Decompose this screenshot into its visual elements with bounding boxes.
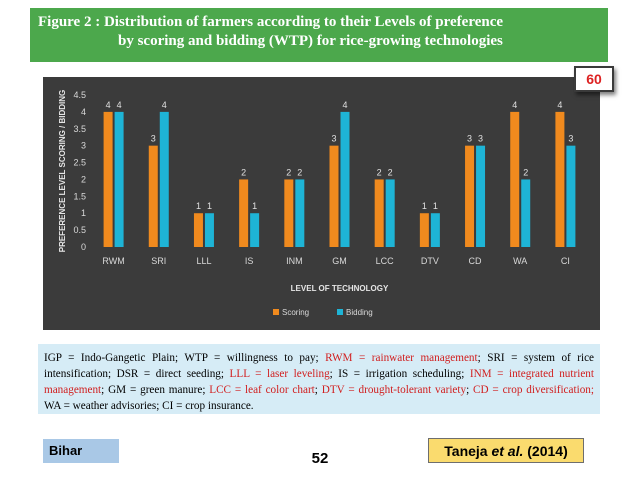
figure-title: Figure 2 : Distribution of farmers accor… [30, 8, 608, 62]
bar-scoring [419, 213, 429, 247]
y-tick-label: 4 [81, 107, 86, 117]
note-segment: RWM = rainwater management [325, 352, 478, 364]
data-label-scoring: 4 [512, 100, 517, 110]
bar-bidding [340, 111, 350, 247]
data-label-scoring: 4 [106, 100, 111, 110]
data-label-bidding: 2 [297, 167, 302, 177]
y-tick-label: 0 [81, 242, 86, 252]
x-tick-label: LCC [376, 256, 395, 266]
reference-year: (2014) [523, 443, 568, 459]
bar-scoring [193, 213, 203, 247]
y-tick-label: 3 [81, 141, 86, 151]
note-segment: LCC = leaf color chart [209, 384, 315, 396]
note-segment: LLL = laser leveling [229, 368, 330, 380]
data-label-scoring: 2 [286, 167, 291, 177]
note-segment: ; [314, 384, 322, 396]
x-tick-label: IS [245, 256, 254, 266]
legend-label-scoring: Scoring [282, 308, 309, 317]
bar-scoring [329, 145, 339, 247]
data-label-bidding: 2 [523, 167, 528, 177]
legend-swatch-bidding [337, 309, 343, 315]
data-label-bidding: 4 [162, 100, 167, 110]
region-label: Bihar [43, 439, 119, 463]
reference-box: Taneja et al. (2014) [428, 438, 584, 463]
bar-bidding [295, 179, 305, 247]
bar-scoring [374, 179, 384, 247]
x-axis-label: LEVEL OF TECHNOLOGY [291, 284, 389, 293]
bar-bidding [521, 179, 531, 247]
bar-scoring [239, 179, 249, 247]
reference-author: Taneja [444, 443, 492, 459]
y-tick-label: 4.5 [73, 90, 86, 100]
data-label-scoring: 2 [377, 167, 382, 177]
x-tick-label: DTV [421, 256, 439, 266]
x-tick-label: LLL [196, 256, 211, 266]
figure-title-line-2: by scoring and bidding (WTP) for rice-gr… [118, 33, 503, 49]
bar-bidding [114, 111, 124, 247]
y-tick-label: 2.5 [73, 158, 86, 168]
note-segment: ; SRI = system of rice intensification; … [44, 352, 595, 380]
legend-swatch-scoring [273, 309, 279, 315]
x-tick-label: CI [561, 256, 570, 266]
data-label-scoring: 2 [241, 167, 246, 177]
note-segment: ; [466, 384, 474, 396]
note-segment: ; IS = irrigation scheduling; [329, 368, 470, 380]
data-label-scoring: 3 [151, 134, 156, 144]
y-axis-label: PREFERENCE LEVEL SCORING / BIDDING [58, 90, 67, 253]
data-label-bidding: 4 [117, 100, 122, 110]
page-number: 52 [311, 450, 329, 467]
data-label-bidding: 1 [207, 201, 212, 211]
x-tick-label: GM [332, 256, 347, 266]
note-segment: IGP = Indo-Gangetic Plain; WTP = willing… [44, 352, 326, 364]
bar-chart: 0 0.5 1 1.5 2 2.5 3 3.5 4 4.5 PREFERENCE LEVEL SCO… [58, 90, 576, 317]
bar-bidding [204, 213, 214, 247]
data-label-scoring: 1 [196, 201, 201, 211]
x-tick-label: CD [469, 256, 482, 266]
figure-title-line-1: Figure 2 : Distribution of farmers accor… [38, 14, 504, 30]
bar-bidding [385, 179, 395, 247]
bar-scoring [555, 111, 565, 247]
x-tick-label: RWM [102, 256, 124, 266]
bar-bidding [159, 111, 169, 247]
y-tick-label: 0.5 [73, 225, 86, 235]
bar-scoring [284, 179, 294, 247]
note-segment: CD = crop diversification; [473, 384, 595, 396]
slide-badge: 60 [574, 66, 614, 92]
data-label-bidding: 1 [433, 201, 438, 211]
chart-area: 0 0.5 1 1.5 2 2.5 3 3.5 4 4.5 PREFERENCE LEVEL SCO… [43, 77, 600, 330]
data-label-bidding: 3 [478, 134, 483, 144]
x-tick-label: SRI [151, 256, 166, 266]
data-label-scoring: 3 [467, 134, 472, 144]
bar-bidding [430, 213, 440, 247]
y-tick-label: 1 [81, 208, 86, 218]
note-segment: ; GM = green manure; [101, 384, 210, 396]
y-tick-label: 1.5 [73, 191, 86, 201]
bar-scoring [465, 145, 475, 247]
data-label-bidding: 3 [568, 134, 573, 144]
bar-scoring [510, 111, 520, 247]
abbreviations-note: IGP = Indo-Gangetic Plain; WTP = willing… [38, 344, 600, 414]
x-tick-label: INM [286, 256, 303, 266]
y-tick-label: 2 [81, 174, 86, 184]
note-segment: INM = integrated nutrient management [44, 368, 595, 396]
data-label-bidding: 4 [342, 100, 347, 110]
legend-label-bidding: Bidding [346, 308, 373, 317]
data-label-scoring: 3 [331, 134, 336, 144]
y-tick-label: 3.5 [73, 124, 86, 134]
reference-etal: et al. [491, 443, 524, 459]
bar-bidding [250, 213, 260, 247]
note-segment: DTV = drought-tolerant variety [321, 384, 467, 396]
x-tick-label: WA [513, 256, 527, 266]
bar-scoring [103, 111, 113, 247]
bar-bidding [476, 145, 486, 247]
data-label-bidding: 2 [388, 167, 393, 177]
note-segment: WA = weather advisories; CI = crop insur… [44, 400, 254, 412]
data-label-bidding: 1 [252, 201, 257, 211]
data-label-scoring: 1 [422, 201, 427, 211]
bar-scoring [148, 145, 158, 247]
data-label-scoring: 4 [557, 100, 562, 110]
bar-bidding [566, 145, 576, 247]
